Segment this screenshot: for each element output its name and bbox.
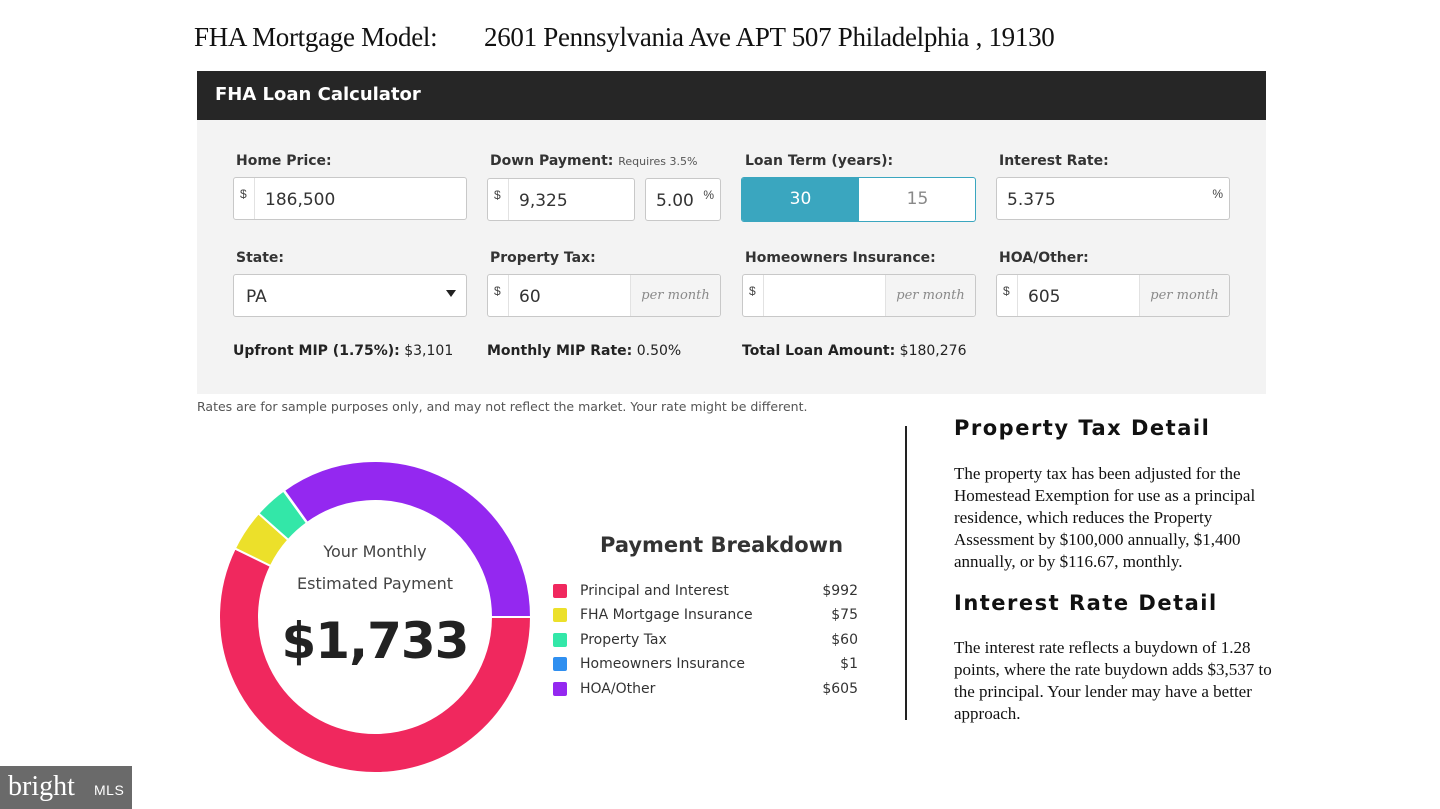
hoa-other-label: HOA/Other:: [999, 250, 1089, 266]
currency-symbol: $: [494, 284, 501, 298]
state-select[interactable]: PA: [233, 274, 467, 317]
property-tax-value: 60: [519, 287, 541, 307]
total-loan-value: $180,276: [899, 343, 967, 359]
legend-item: FHA Mortgage Insurance $75: [553, 606, 858, 626]
hoa-other-value: 605: [1028, 287, 1061, 307]
upfront-mip-value: $3,101: [404, 343, 454, 359]
rates-disclaimer: Rates are for sample purposes only, and …: [197, 399, 808, 414]
state-label: State:: [236, 250, 285, 266]
calculator-title: FHA Loan Calculator: [215, 84, 421, 105]
chevron-down-icon: [446, 290, 456, 297]
interest-rate-detail-heading: Interest Rate Detail: [954, 591, 1218, 615]
currency-symbol: $: [1003, 284, 1010, 298]
payment-donut-chart: [218, 460, 532, 774]
loan-term-toggle: 30 15: [741, 177, 976, 222]
currency-symbol: $: [749, 284, 756, 298]
legend-swatch: [553, 584, 567, 598]
down-payment-percent-value: 5.00: [656, 191, 694, 211]
total-loan-summary: Total Loan Amount: $180,276: [742, 343, 966, 359]
home-price-value: 186,500: [265, 190, 336, 210]
interest-rate-input[interactable]: 5.375 %: [996, 177, 1230, 220]
donut-slice-hoa-other: [282, 460, 532, 618]
state-value: PA: [246, 287, 267, 307]
input-separator: [254, 178, 255, 219]
down-payment-percent-input[interactable]: 5.00 %: [645, 178, 721, 221]
legend-item: Principal and Interest $992: [553, 582, 858, 602]
monthly-mip-value: 0.50%: [636, 343, 682, 359]
percent-symbol: %: [703, 188, 714, 202]
legend-swatch: [553, 657, 567, 671]
loan-term-option-30[interactable]: 30: [742, 178, 859, 221]
monthly-payment-total: $1,733: [281, 612, 470, 670]
vertical-divider: [905, 426, 907, 720]
homeowners-insurance-input[interactable]: $ per month: [742, 274, 976, 317]
loan-term-option-15[interactable]: 15: [906, 189, 929, 209]
per-month-suffix: per month: [630, 275, 720, 316]
legend-item: Property Tax $60: [553, 631, 858, 651]
monthly-mip-label: Monthly MIP Rate:: [487, 343, 633, 359]
currency-symbol: $: [240, 187, 247, 201]
legend-label: HOA/Other: [580, 681, 656, 697]
legend-amount: $605: [822, 681, 858, 697]
bright-mls-logo: bright MLS: [0, 766, 132, 809]
donut-caption-line2: Estimated Payment: [297, 574, 453, 593]
legend-item: Homeowners Insurance $1: [553, 655, 858, 675]
property-tax-label: Property Tax:: [490, 250, 596, 266]
percent-symbol: %: [1212, 187, 1223, 201]
interest-rate-detail-text: The interest rate reflects a buydown of …: [954, 638, 1272, 723]
legend-label: Principal and Interest: [580, 583, 729, 599]
home-price-label: Home Price:: [236, 153, 332, 169]
currency-symbol: $: [494, 188, 501, 202]
upfront-mip-label: Upfront MIP (1.75%):: [233, 343, 400, 359]
property-tax-input[interactable]: $ 60 per month: [487, 274, 721, 317]
down-payment-label: Down Payment: Requires 3.5%: [490, 153, 697, 169]
calculator-panel: [197, 120, 1266, 394]
legend-amount: $60: [831, 632, 858, 648]
hoa-other-input[interactable]: $ 605 per month: [996, 274, 1230, 317]
input-separator: [763, 275, 764, 316]
home-price-input[interactable]: $ 186,500: [233, 177, 467, 220]
interest-rate-value: 5.375: [1007, 190, 1056, 210]
legend-swatch: [553, 608, 567, 622]
down-payment-requirement: Requires 3.5%: [618, 155, 698, 168]
payment-breakdown-title: Payment Breakdown: [600, 533, 844, 557]
donut-caption-line1: Your Monthly: [323, 542, 427, 561]
logo-brand-text: bright: [8, 771, 75, 802]
legend-label: Homeowners Insurance: [580, 656, 746, 672]
legend-amount: $75: [831, 607, 858, 623]
property-tax-detail-text: The property tax has been adjusted for t…: [954, 464, 1256, 571]
interest-rate-label: Interest Rate:: [999, 153, 1109, 169]
property-address: 2601 Pennsylvania Ave APT 507 Philadelph…: [484, 22, 1055, 52]
legend-swatch: [553, 633, 567, 647]
input-separator: [1017, 275, 1018, 316]
calculator-header: FHA Loan Calculator: [197, 71, 1266, 120]
input-separator: [508, 179, 509, 220]
legend-item: HOA/Other $605: [553, 680, 858, 700]
legend-label: FHA Mortgage Insurance: [580, 607, 753, 623]
donut-slice-principal-and-interest: [218, 547, 532, 774]
down-payment-amount-input[interactable]: $ 9,325: [487, 178, 635, 221]
logo-mls-text: MLS: [94, 782, 125, 798]
legend-amount: $992: [822, 583, 858, 599]
monthly-mip-summary: Monthly MIP Rate: 0.50%: [487, 343, 681, 359]
loan-term-label: Loan Term (years):: [745, 153, 894, 169]
input-separator: [508, 275, 509, 316]
legend-amount: $1: [840, 656, 858, 672]
property-tax-detail-heading: Property Tax Detail: [954, 416, 1211, 440]
page-title: FHA Mortgage Model: 2601 Pennsylvania Av…: [194, 22, 1055, 58]
total-loan-label: Total Loan Amount:: [742, 343, 896, 359]
legend-label: Property Tax: [580, 632, 667, 648]
per-month-suffix: per month: [1139, 275, 1229, 316]
upfront-mip-summary: Upfront MIP (1.75%): $3,101: [233, 343, 453, 359]
page-title-label: FHA Mortgage Model:: [194, 22, 438, 52]
homeowners-insurance-label: Homeowners Insurance:: [745, 250, 936, 266]
down-payment-label-text: Down Payment:: [490, 153, 614, 169]
per-month-suffix: per month: [885, 275, 975, 316]
legend-swatch: [553, 682, 567, 696]
down-payment-amount-value: 9,325: [519, 191, 568, 211]
